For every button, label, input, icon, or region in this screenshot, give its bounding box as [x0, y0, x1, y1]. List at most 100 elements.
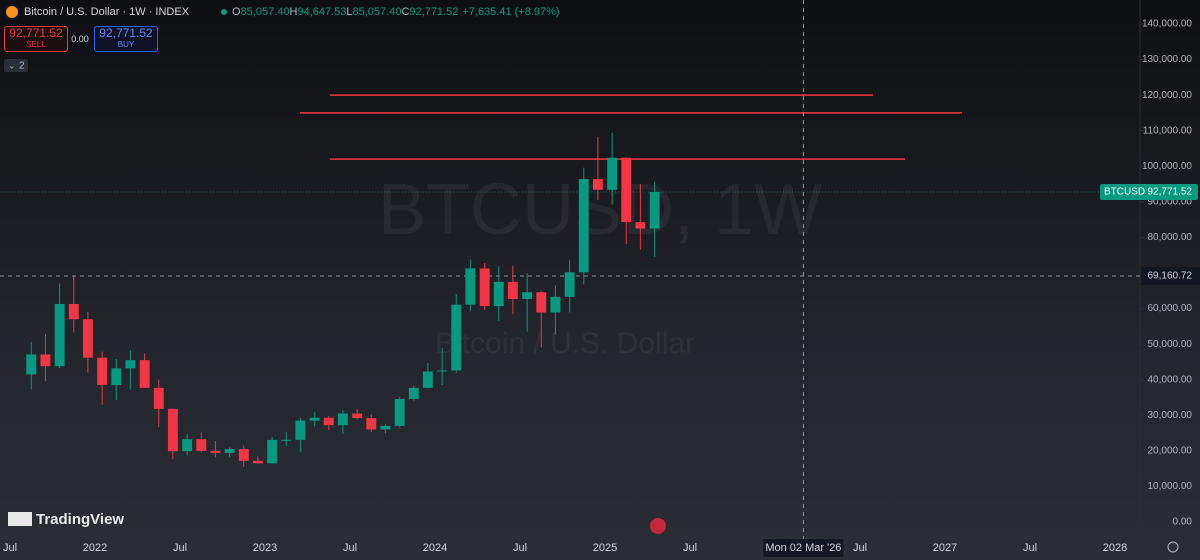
x-tick-label: 2025 — [593, 542, 617, 554]
settings[interactable] — [1167, 541, 1179, 553]
crosshair-price-label: 69,160.72 — [1148, 271, 1193, 282]
brand-logo — [8, 512, 32, 526]
candle-body — [125, 360, 136, 369]
ohlc-key: H — [290, 6, 298, 18]
candle-body — [536, 292, 547, 313]
ohlc-value: 85,057.40 — [241, 6, 290, 18]
candle-body — [578, 179, 589, 273]
buy-price: 92,771.52 — [99, 26, 153, 40]
candle-body — [238, 449, 249, 461]
ohlc-value: 85,057.40 — [353, 6, 402, 18]
crosshair-price-tag — [1141, 266, 1200, 285]
x-tick-label: Jul — [683, 542, 697, 554]
candle-body — [479, 268, 490, 307]
candle-body — [68, 303, 79, 320]
sell-button[interactable]: 92,771.52 SELL — [4, 26, 68, 52]
candle-body — [493, 281, 504, 307]
crosshair-time-label: Mon 02 Mar '26 — [765, 542, 841, 554]
ohlc-legend: O85,057.40H94,647.53L85,057.40C92,771.52… — [232, 6, 560, 18]
y-tick-label: 90,000.00 — [1148, 196, 1193, 207]
candle-body — [607, 157, 618, 190]
buy-button[interactable]: 92,771.52 BUY — [94, 26, 158, 52]
x-tick-label: Jul — [343, 542, 357, 554]
y-tick-label: 0.00 — [1173, 517, 1193, 528]
candle-body — [196, 439, 207, 451]
x-tick-label: 2027 — [933, 542, 957, 554]
y-tick-label: 50,000.00 — [1148, 339, 1193, 350]
candle-body — [592, 179, 603, 190]
x-tick-label: 2022 — [83, 542, 107, 554]
candle-body — [40, 354, 51, 367]
events-icon[interactable] — [650, 518, 666, 534]
candle-body — [507, 281, 518, 299]
candle-body — [408, 387, 419, 399]
candle-body — [352, 413, 363, 419]
candle-body — [281, 439, 292, 441]
indicator-toggle[interactable] — [4, 59, 28, 72]
candle-body — [394, 398, 405, 426]
candle-body — [380, 425, 391, 430]
ohlc-key: O — [232, 6, 241, 18]
chevron: ⌄ — [8, 60, 16, 70]
candle-body — [366, 418, 377, 430]
x-tick-label: Jul — [1023, 542, 1037, 554]
candle-body — [309, 417, 320, 421]
y-tick-label: 140,000.00 — [1142, 19, 1192, 30]
y-tick-label: 10,000.00 — [1148, 481, 1193, 492]
indicator-count: 2 — [19, 61, 25, 72]
candle-body — [210, 450, 221, 453]
status-dot — [221, 9, 227, 15]
crosshair-time-tag — [763, 539, 844, 557]
x-tick-label: 2024 — [423, 542, 447, 554]
candle-body — [337, 413, 348, 426]
ohlc-value: 94,647.53 — [297, 6, 346, 18]
candle-body — [153, 387, 164, 409]
candle-body — [550, 296, 561, 313]
candle-body — [97, 357, 108, 386]
brand: TradingView — [36, 511, 124, 528]
btc-icon — [6, 6, 18, 18]
watermark-sub: Bitcoin / U.S. Dollar — [435, 327, 695, 360]
y-tick-label: 80,000.00 — [1148, 232, 1193, 243]
y-tick-label: 100,000.00 — [1142, 161, 1192, 172]
candle-body — [267, 439, 278, 464]
ohlc-value: 92,771.52 — [409, 6, 458, 18]
y-tick-label: 130,000.00 — [1142, 54, 1192, 65]
ohlc-change: +7,635.41 (+8.97%) — [462, 6, 559, 18]
candle-body — [451, 304, 462, 371]
y-tick-label: 30,000.00 — [1148, 410, 1193, 421]
candle-body — [422, 371, 433, 388]
x-tick-label: 2028 — [1103, 542, 1127, 554]
x-tick-label: Jul — [853, 542, 867, 554]
candle-body — [635, 222, 646, 229]
candle-body — [54, 303, 65, 367]
symbol-title: Bitcoin / U.S. Dollar · 1W · INDEX — [24, 6, 190, 18]
buy-label: BUY — [117, 40, 135, 49]
sell-label: SELL — [26, 40, 46, 49]
candle-body — [295, 420, 306, 440]
x-tick-label: Jul — [173, 542, 187, 554]
x-tick-label: 2023 — [253, 542, 277, 554]
candle-body — [111, 368, 122, 386]
ohlc-key: L — [346, 6, 352, 18]
candle-body — [224, 449, 235, 453]
y-tick-label: 60,000.00 — [1148, 303, 1193, 314]
candle-body — [437, 370, 448, 372]
candle-body — [564, 272, 575, 297]
candle-body — [522, 292, 533, 299]
y-tick-label: 120,000.00 — [1142, 90, 1192, 101]
candle-body — [323, 417, 334, 426]
candle-body — [167, 408, 178, 452]
candle-body — [621, 157, 632, 223]
x-tick-label: Jul — [513, 542, 527, 554]
last-price-label: 92,771.52 — [1148, 187, 1193, 198]
last-price-symbol: BTCUSD — [1104, 187, 1145, 198]
candle-body — [26, 354, 37, 375]
candle-body — [465, 268, 476, 305]
candle-body — [182, 439, 193, 452]
x-tick-label: Jul — [3, 542, 17, 554]
ohlc-key: C — [401, 6, 409, 18]
candle-body — [252, 460, 263, 464]
